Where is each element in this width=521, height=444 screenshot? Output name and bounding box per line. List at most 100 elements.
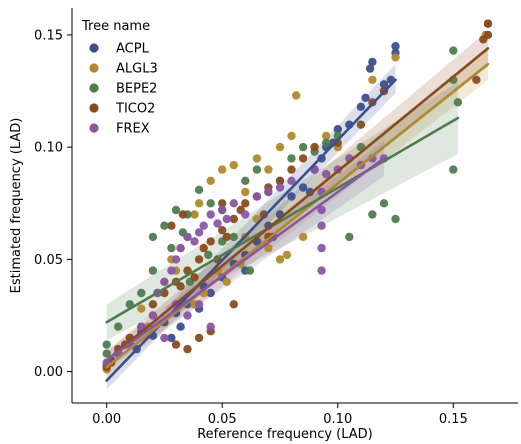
point-bepe2-6 (160, 221, 169, 230)
point-algl3-9 (206, 176, 215, 185)
point-bepe2-17 (287, 154, 296, 163)
point-frex-9 (176, 243, 185, 253)
point-acpl-8 (176, 322, 185, 331)
point-bepe2-22 (345, 232, 354, 242)
point-frex-18 (229, 199, 238, 208)
point-algl3-14 (264, 165, 273, 174)
point-bepe2-24 (368, 210, 377, 219)
x-axis-ticks: 0.00 0.05 0.10 0.15 (92, 403, 468, 427)
point-frex-12 (194, 228, 204, 237)
point-tico2-25 (287, 165, 296, 174)
regression-line-bepe2 (105, 116, 460, 324)
point-bepe2-0 (102, 340, 111, 349)
point-acpl-28 (361, 93, 370, 103)
point-acpl-30 (368, 57, 377, 67)
point-frex-15 (213, 219, 222, 228)
point-bepe2-30 (449, 165, 458, 174)
legend-title: Tree name (81, 19, 150, 34)
point-tico2-24 (275, 176, 285, 185)
legend-label-tico2: TICO2 (115, 102, 155, 117)
point-acpl-20 (298, 183, 308, 192)
point-tico2-40 (229, 300, 238, 309)
regression-line-algl3 (105, 62, 490, 369)
point-algl3-38 (391, 53, 400, 62)
point-tico2-42 (178, 210, 188, 219)
point-tico2-36 (171, 340, 181, 349)
point-frex-11 (190, 237, 199, 246)
point-frex-16 (218, 205, 227, 215)
point-frex-26 (317, 205, 326, 215)
point-bepe2-1 (102, 349, 111, 358)
point-bepe2-4 (137, 288, 146, 298)
point-frex-23 (287, 176, 296, 185)
point-acpl-27 (356, 102, 366, 112)
legend-marker-frex (89, 123, 99, 133)
point-frex-21 (264, 187, 273, 197)
point-tico2-41 (167, 221, 176, 230)
point-algl3-8 (194, 199, 204, 208)
point-tico2-11 (190, 273, 199, 282)
point-bepe2-25 (379, 199, 389, 208)
regression-lines (105, 47, 490, 382)
legend-marker-algl3 (89, 63, 99, 73)
point-bepe2-26 (391, 214, 400, 224)
point-frex-14 (206, 210, 215, 219)
x-tick-label: 0.05 (208, 412, 237, 427)
point-frex-30 (322, 169, 331, 179)
point-bepe2-34 (204, 250, 213, 260)
legend-label-frex: FREX (116, 122, 150, 137)
point-tico2-26 (298, 154, 308, 163)
point-tico2-34 (483, 30, 493, 40)
point-algl3-10 (218, 165, 227, 174)
x-tick-label: 0.10 (323, 412, 352, 427)
point-frex-22 (275, 183, 285, 192)
point-tico2-32 (472, 75, 481, 85)
point-bepe2-12 (229, 232, 238, 242)
point-bepe2-18 (298, 142, 308, 152)
point-tico2-14 (206, 237, 215, 246)
legend: Tree name ACPL ALGL3 BEPE2 TICO2 FREX (81, 19, 158, 137)
point-bepe2-2 (114, 322, 123, 331)
point-tico2-35 (483, 19, 493, 28)
point-tico2-18 (229, 214, 238, 224)
y-tick-label: 0.05 (34, 253, 63, 268)
point-frex-40 (160, 333, 169, 343)
y-tick-label: 0.00 (34, 365, 63, 380)
x-tick-label: 0.00 (92, 412, 121, 427)
point-bepe2-37 (245, 266, 255, 275)
point-bepe2-31 (148, 266, 158, 275)
point-tico2-16 (218, 226, 227, 235)
point-frex-10 (183, 232, 192, 242)
regression-line-acpl (105, 78, 397, 382)
legend-marker-tico2 (89, 103, 99, 113)
x-axis-label: Reference frequency (LAD) (197, 427, 373, 442)
point-bepe2-5 (148, 232, 158, 242)
regression-line-tico2 (105, 47, 490, 362)
point-frex-20 (252, 192, 262, 201)
point-algl3-36 (368, 75, 377, 85)
point-tico2-20 (241, 199, 250, 208)
point-acpl-25 (333, 125, 342, 134)
axes: 0.00 0.05 0.10 0.15 0.00 0.05 0.10 0.15 Refere… (9, 8, 518, 442)
point-frex-4 (148, 311, 158, 320)
point-bepe2-7 (171, 205, 181, 215)
point-frex-36 (183, 311, 192, 320)
point-frex-19 (241, 210, 250, 219)
x-tick-label: 0.15 (439, 412, 468, 427)
point-bepe2-29 (453, 98, 463, 107)
y-axis-label: Estimated frequency (LAD) (9, 118, 24, 294)
point-tico2-29 (356, 120, 366, 129)
y-tick-label: 0.10 (34, 141, 63, 156)
y-axis-ticks: 0.00 0.05 0.10 0.15 (34, 28, 72, 380)
point-tico2-12 (194, 255, 204, 264)
legend-marker-bepe2 (89, 83, 99, 93)
point-tico2-43 (218, 199, 227, 208)
point-frex-6 (160, 277, 169, 286)
point-tico2-38 (194, 333, 204, 343)
point-frex-27 (317, 221, 326, 230)
point-bepe2-27 (449, 46, 458, 55)
point-algl3-35 (322, 131, 331, 141)
point-bepe2-20 (322, 138, 331, 147)
point-algl3-17 (292, 91, 301, 100)
